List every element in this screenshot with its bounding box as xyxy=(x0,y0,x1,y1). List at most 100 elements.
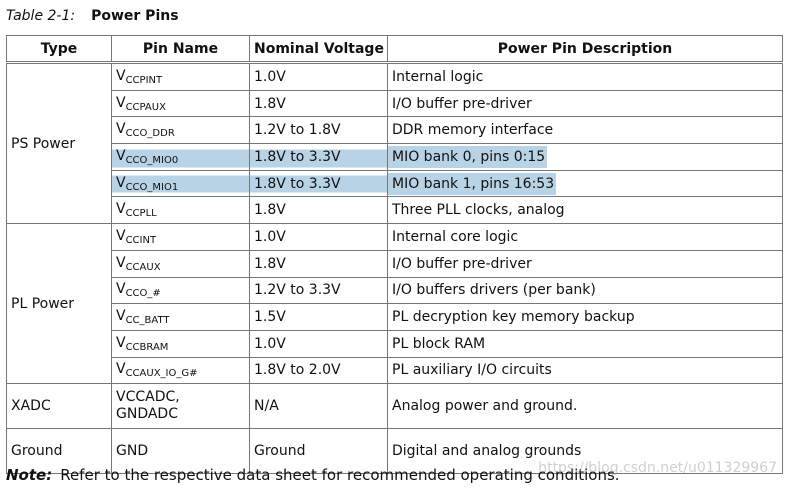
pin-cell: VCCO_MIO1 xyxy=(111,169,250,198)
description-cell: Three PLL clocks, analog xyxy=(387,196,783,225)
pin-subscript: CCBRAM xyxy=(125,341,169,353)
header-cell: Power Pin Description xyxy=(387,35,783,64)
voltage-cell: 1.8V to 3.3V xyxy=(249,143,388,171)
pin-subscript: CCPINT xyxy=(125,74,163,86)
pin-base: V xyxy=(116,174,126,191)
pin-base: V xyxy=(116,121,126,138)
type-cell: XADC xyxy=(6,383,112,430)
voltage-cell: 1.2V to 3.3V xyxy=(249,276,388,305)
pin-cell: VCCO_DDR xyxy=(111,116,250,145)
pin-subscript: CCPLL xyxy=(125,208,157,220)
table-row: VCCO_MIO1 1.8V to 3.3V MIO bank 1, pins 16… xyxy=(7,169,783,198)
voltage-cell: 1.2V to 1.8V xyxy=(249,116,388,145)
description-cell: PL block RAM xyxy=(387,329,783,358)
table-row: VCC_BATT 1.5V PL decryption key memory bac… xyxy=(7,303,783,331)
pin-base: V xyxy=(116,201,126,218)
pin-subscript: CC_BATT xyxy=(125,315,170,327)
table-row: VCCO_# 1.2V to 3.3V I/O buffers drivers (p… xyxy=(7,276,783,305)
pin-subscript: CCPAUX xyxy=(125,101,166,113)
voltage-cell: 1.5V xyxy=(249,303,388,331)
pin-base: V xyxy=(116,254,126,271)
pin-base: V xyxy=(116,281,126,298)
pin-base: V xyxy=(116,94,126,111)
pin-base: V xyxy=(116,308,126,325)
pin-base: V xyxy=(116,361,126,378)
pin-subscript: CCO_MIO1 xyxy=(125,181,179,193)
description-cell: I/O buffer pre-driver xyxy=(387,249,783,278)
type-cell: Ground xyxy=(6,428,112,475)
description-cell: I/O buffers drivers (per bank) xyxy=(387,276,783,305)
table-row: VCCPAUX 1.8V I/O buffer pre-driver xyxy=(7,89,783,118)
voltage-cell: 1.0V xyxy=(249,329,388,358)
header-row: Type Pin Name Nominal Voltage Power Pin Des… xyxy=(6,35,783,64)
description-cell: Digital and analog grounds xyxy=(387,428,783,475)
pin-base: V xyxy=(116,334,126,351)
pin-subscript: CCO_DDR xyxy=(125,128,175,140)
table-row: VCCO_DDR 1.2V to 1.8V DDR memory interface xyxy=(7,116,783,145)
voltage-cell: 1.0V xyxy=(249,62,388,91)
pin-base: V xyxy=(116,227,126,244)
table-row: VCCPLL 1.8V Three PLL clocks, analog xyxy=(7,196,783,225)
description-text: I/O buffer pre-driver xyxy=(392,95,532,112)
pin-cell: VCC_BATT xyxy=(111,303,250,331)
pin-subscript: CCO_MIO0 xyxy=(125,154,179,166)
pin-cell: VCCBRAM xyxy=(111,329,250,358)
description-cell: I/O buffer pre-driver xyxy=(387,89,783,118)
description-cell: DDR memory interface xyxy=(387,116,783,145)
table-row: VCCAUX_IO_G# 1.8V to 2.0V PL auxiliary I/O… xyxy=(7,356,783,385)
table-row: PS Power VCCPINT 1.0V Internal logic xyxy=(6,61,783,225)
type-cell: PS Power xyxy=(6,61,112,225)
pin-cell: VCCAUX xyxy=(111,249,250,278)
description-text: Internal core logic xyxy=(392,228,519,245)
note: Note: Refer to the respective data sheet … xyxy=(6,466,620,484)
voltage-cell: 1.8V xyxy=(249,196,388,225)
pin-subscript: CCO_# xyxy=(125,288,161,300)
description-cell: MIO bank 0, pins 0:15 xyxy=(387,143,783,171)
header-cell: Nominal Voltage xyxy=(249,35,388,64)
description-text: Digital and analog grounds xyxy=(392,443,582,460)
pin-subscript: CCAUX xyxy=(125,261,161,273)
pin-cell: VCCO_# xyxy=(111,276,250,305)
voltage-cell: 1.8V xyxy=(249,89,388,118)
pin-cell: VCCPAUX xyxy=(111,89,250,118)
description-text: PL auxiliary I/O circuits xyxy=(392,362,552,379)
voltage-cell: 1.8V to 3.3V xyxy=(249,169,388,198)
description-text: PL decryption key memory backup xyxy=(392,309,635,326)
description-cell: PL decryption key memory backup xyxy=(387,303,783,331)
voltage-cell: N/A xyxy=(249,383,388,430)
voltage-cell: 1.8V to 2.0V xyxy=(249,356,388,385)
table-row: VCCAUX 1.8V I/O buffer pre-driver xyxy=(7,249,783,278)
description-text: MIO bank 0, pins 0:15 xyxy=(388,145,548,168)
caption-label: Table 2-1: xyxy=(6,8,76,24)
description-cell: MIO bank 1, pins 16:53 xyxy=(387,169,783,198)
table-row: PL Power VCCINT 1.0V Internal core logic xyxy=(6,223,783,385)
power-pins-table: Type Pin Name Nominal Voltage Power Pin Des… xyxy=(6,35,783,475)
pin-cell: VCCPLL xyxy=(111,196,250,225)
pin-cell: VCCADC, GNDADC xyxy=(111,383,250,430)
description-text: I/O buffers drivers (per bank) xyxy=(392,282,596,299)
table-row: XADC VCCADC, GNDADC N/A Analog power and gr… xyxy=(6,383,783,430)
note-label: Note: xyxy=(6,466,53,484)
caption-title: Power Pins xyxy=(91,8,179,24)
pin-base: V xyxy=(116,147,126,164)
description-text: PL block RAM xyxy=(392,335,486,352)
description-cell: Internal logic xyxy=(387,62,783,91)
voltage-cell: 1.8V xyxy=(249,249,388,278)
pin-subscript: CCAUX_IO_G# xyxy=(125,368,198,380)
pin-subscript: CCINT xyxy=(125,234,157,246)
description-cell: PL auxiliary I/O circuits xyxy=(387,356,783,385)
voltage-cell: 1.0V xyxy=(249,223,388,251)
pin-cell: VCCO_MIO0 xyxy=(111,143,250,171)
description-text: I/O buffer pre-driver xyxy=(392,255,532,272)
table-row: VCCO_MIO0 1.8V to 3.3V MIO bank 0, pins 0:… xyxy=(7,143,783,171)
pin-cell: VCCAUX_IO_G# xyxy=(111,356,250,385)
header-cell: Type xyxy=(6,35,112,64)
description-text: DDR memory interface xyxy=(392,122,554,139)
pin-cell: GND xyxy=(111,428,250,475)
watermark: https://blog.csdn.net/u011329967 xyxy=(538,460,777,476)
pin-cell: VCCINT xyxy=(111,223,250,251)
description-text: Analog power and ground. xyxy=(392,398,578,415)
type-cell: PL Power xyxy=(6,223,112,385)
table-row: Ground GND Ground Digital and analog ground… xyxy=(6,428,783,475)
pin-cell: VCCPINT xyxy=(111,62,250,91)
